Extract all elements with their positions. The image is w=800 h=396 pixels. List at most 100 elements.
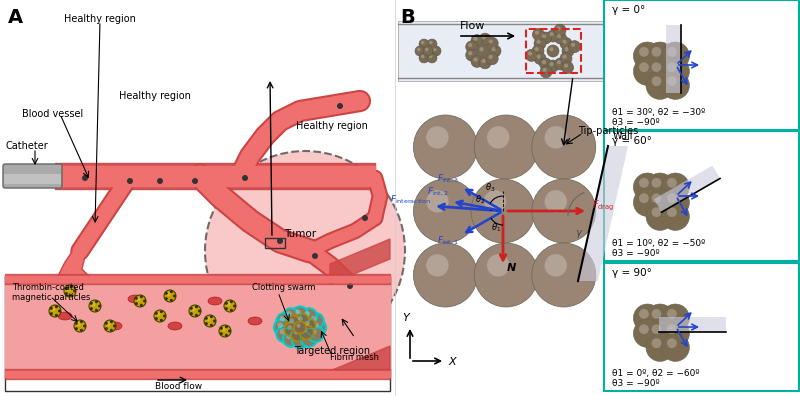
Circle shape xyxy=(164,290,176,302)
Text: $F_{\rm int,2}$: $F_{\rm int,2}$ xyxy=(427,186,449,198)
Circle shape xyxy=(160,319,163,322)
Circle shape xyxy=(173,295,176,297)
Circle shape xyxy=(156,312,161,316)
Text: $F_{\rm interaction}$: $F_{\rm interaction}$ xyxy=(390,194,431,206)
Ellipse shape xyxy=(58,312,72,320)
Circle shape xyxy=(427,53,437,63)
Circle shape xyxy=(195,314,198,317)
Circle shape xyxy=(429,41,433,44)
FancyBboxPatch shape xyxy=(604,0,799,130)
Circle shape xyxy=(210,324,213,327)
Circle shape xyxy=(474,115,538,179)
Circle shape xyxy=(140,304,143,307)
Circle shape xyxy=(98,305,101,308)
Circle shape xyxy=(210,315,213,318)
Text: Wall: Wall xyxy=(613,131,634,141)
Text: Healthy region: Healthy region xyxy=(64,14,136,24)
Circle shape xyxy=(468,43,472,47)
Circle shape xyxy=(310,329,316,334)
Circle shape xyxy=(482,59,486,63)
Circle shape xyxy=(191,307,195,311)
Circle shape xyxy=(225,325,228,328)
Circle shape xyxy=(190,307,193,310)
Circle shape xyxy=(415,46,425,56)
FancyBboxPatch shape xyxy=(604,131,799,261)
Circle shape xyxy=(539,58,551,70)
Circle shape xyxy=(550,62,554,66)
FancyBboxPatch shape xyxy=(3,164,62,188)
Circle shape xyxy=(277,322,283,328)
Circle shape xyxy=(545,126,567,148)
Circle shape xyxy=(571,43,575,47)
Circle shape xyxy=(298,316,302,321)
Text: $\boldsymbol{N}$: $\boldsymbol{N}$ xyxy=(506,261,517,273)
Circle shape xyxy=(547,60,559,72)
Circle shape xyxy=(105,327,108,330)
Circle shape xyxy=(482,35,486,40)
Circle shape xyxy=(277,238,283,244)
Circle shape xyxy=(557,60,561,64)
Circle shape xyxy=(486,53,498,65)
Circle shape xyxy=(662,57,690,86)
Circle shape xyxy=(414,115,478,179)
Circle shape xyxy=(651,338,662,348)
Polygon shape xyxy=(578,146,628,281)
Circle shape xyxy=(307,313,323,329)
Circle shape xyxy=(70,294,73,297)
Circle shape xyxy=(639,178,649,188)
Circle shape xyxy=(135,302,138,305)
Circle shape xyxy=(545,254,567,276)
Text: $\theta_1$: $\theta_1$ xyxy=(491,222,502,234)
Circle shape xyxy=(296,324,301,328)
Circle shape xyxy=(292,333,308,348)
Circle shape xyxy=(302,328,307,333)
Text: Fibrin mesh: Fibrin mesh xyxy=(330,354,379,362)
Circle shape xyxy=(77,322,81,326)
Circle shape xyxy=(542,34,546,38)
Circle shape xyxy=(89,300,101,312)
Circle shape xyxy=(634,173,662,201)
Circle shape xyxy=(65,287,68,290)
Text: Catheter: Catheter xyxy=(5,141,48,151)
Circle shape xyxy=(429,55,433,58)
Circle shape xyxy=(562,61,574,74)
Circle shape xyxy=(562,45,574,57)
FancyBboxPatch shape xyxy=(398,21,603,81)
Circle shape xyxy=(466,49,478,61)
Circle shape xyxy=(310,316,316,322)
Text: θ1 = 10º, θ2 = −50º: θ1 = 10º, θ2 = −50º xyxy=(612,239,706,248)
Circle shape xyxy=(205,317,208,320)
Circle shape xyxy=(474,37,478,41)
Text: $Y$: $Y$ xyxy=(402,311,412,323)
Circle shape xyxy=(74,320,86,332)
Circle shape xyxy=(539,32,551,44)
Circle shape xyxy=(489,39,493,44)
Text: $\gamma$: $\gamma$ xyxy=(575,228,583,240)
Text: Tip-particles: Tip-particles xyxy=(578,126,638,136)
Circle shape xyxy=(562,40,566,44)
Circle shape xyxy=(542,60,546,64)
Circle shape xyxy=(50,312,53,315)
Circle shape xyxy=(163,314,166,318)
Circle shape xyxy=(634,304,662,332)
Circle shape xyxy=(534,53,546,65)
Circle shape xyxy=(662,304,690,332)
Circle shape xyxy=(154,310,166,322)
FancyBboxPatch shape xyxy=(4,174,61,184)
Circle shape xyxy=(155,312,158,315)
Circle shape xyxy=(347,283,353,289)
Circle shape xyxy=(300,325,314,339)
Circle shape xyxy=(667,47,677,57)
Ellipse shape xyxy=(168,322,182,330)
Circle shape xyxy=(228,329,231,333)
Circle shape xyxy=(286,316,300,330)
Circle shape xyxy=(224,300,236,312)
Circle shape xyxy=(423,46,433,56)
Circle shape xyxy=(550,32,554,36)
Circle shape xyxy=(646,202,674,230)
Circle shape xyxy=(433,48,437,51)
Circle shape xyxy=(58,310,61,312)
Circle shape xyxy=(639,47,649,57)
Circle shape xyxy=(90,302,93,305)
Circle shape xyxy=(421,55,425,58)
